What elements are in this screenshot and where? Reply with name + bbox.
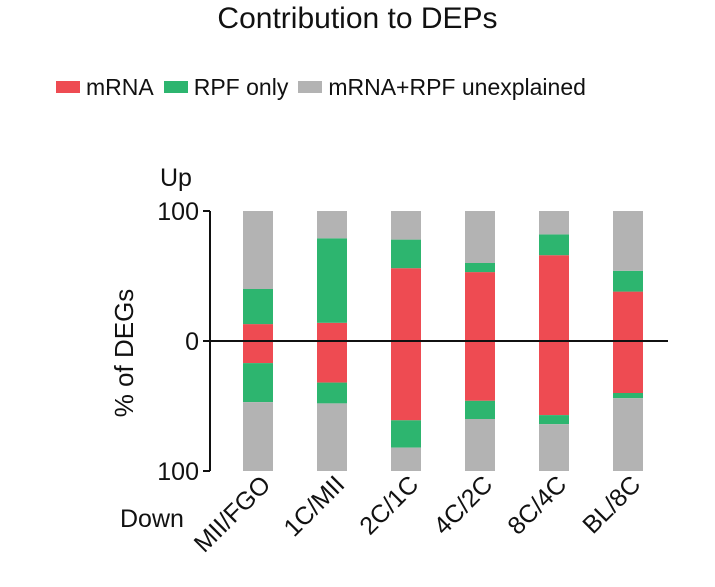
- bar-down-mrna-rpf-unexplained-8c-4c: [539, 424, 569, 471]
- bar-up-mrna-rpf-unexplained-2c-1c: [391, 211, 421, 240]
- legend-swatch-rpf-only: [163, 81, 188, 93]
- y-tick-label-0: 100: [157, 198, 199, 226]
- bar-up-mrna-mii-fgo: [243, 324, 273, 341]
- bar-down-mrna-8c-4c: [539, 341, 569, 416]
- legend-swatch-unexplained: [298, 81, 323, 93]
- bar-up-rpf-only-bl-8c: [613, 270, 643, 292]
- bar-up-mrna-rpf-unexplained-mii-fgo: [243, 211, 273, 289]
- y-ticks-group: 100 0 100: [157, 198, 210, 486]
- x-tick-label-mii-fgo: MII/FGO: [189, 470, 277, 558]
- bar-up-rpf-only-4c-2c: [465, 263, 495, 273]
- x-tick-label-1c-mii: 1C/MII: [278, 470, 350, 542]
- bar-up-mrna-8c-4c: [539, 255, 569, 341]
- bar-down-mrna-mii-fgo: [243, 341, 273, 364]
- bar-down-rpf-only-4c-2c: [465, 400, 495, 419]
- bar-down-mrna-4c-2c: [465, 341, 495, 401]
- bar-down-mrna-rpf-unexplained-mii-fgo: [243, 402, 273, 471]
- bar-up-mrna-rpf-unexplained-8c-4c: [539, 211, 569, 235]
- bar-down-rpf-only-2c-1c: [391, 420, 421, 448]
- x-tick-labels-group: MII/FGO 1C/MII 2C/1C 4C/2C 8C/4C BL/8C: [189, 470, 647, 558]
- bar-down-rpf-only-bl-8c: [613, 393, 643, 399]
- bar-down-rpf-only-mii-fgo: [243, 363, 273, 403]
- legend-swatch-mrna: [56, 81, 80, 93]
- bar-down-mrna-rpf-unexplained-1c-mii: [317, 403, 347, 471]
- x-tick-label-2c-1c: 2C/1C: [354, 470, 424, 540]
- bar-up-mrna-rpf-unexplained-bl-8c: [613, 211, 643, 271]
- bar-down-mrna-rpf-unexplained-bl-8c: [613, 398, 643, 471]
- legend-item-rpf-only: RPF only: [163, 73, 289, 101]
- y-axis-label: % of DEGs: [109, 289, 139, 418]
- legend-item-unexplained: mRNA+RPF unexplained: [298, 74, 586, 101]
- bars-group: [243, 211, 643, 471]
- bar-up-mrna-2c-1c: [391, 268, 421, 341]
- bar-up-rpf-only-mii-fgo: [243, 289, 273, 325]
- x-tick-label-8c-4c: 8C/4C: [502, 470, 572, 540]
- bar-up-mrna-bl-8c: [613, 291, 643, 341]
- bar-up-rpf-only-8c-4c: [539, 234, 569, 256]
- legend-item-mrna: mRNA: [56, 74, 154, 101]
- y-tick-label-1: 0: [185, 328, 199, 356]
- x-tick-label-bl-8c: BL/8C: [577, 470, 646, 539]
- legend-label-mrna: mRNA: [86, 73, 154, 100]
- bar-up-rpf-only-2c-1c: [391, 239, 421, 269]
- bar-up-mrna-1c-mii: [317, 322, 347, 341]
- bar-up-mrna-4c-2c: [465, 272, 495, 341]
- bar-down-rpf-only-8c-4c: [539, 415, 569, 425]
- bar-down-mrna-bl-8c: [613, 341, 643, 393]
- bar-up-mrna-rpf-unexplained-4c-2c: [465, 211, 495, 263]
- x-tick-label-4c-2c: 4C/2C: [428, 470, 498, 540]
- chart-title: Contribution to DEPs: [217, 2, 498, 35]
- bar-down-mrna-rpf-unexplained-4c-2c: [465, 419, 495, 471]
- legend-label-unexplained: mRNA+RPF unexplained: [328, 73, 586, 100]
- bar-down-mrna-1c-mii: [317, 341, 347, 383]
- legend: mRNA RPF only mRNA+RPF unexplained: [56, 72, 596, 102]
- bar-up-rpf-only-1c-mii: [317, 238, 347, 323]
- down-label: Down: [120, 505, 184, 533]
- legend-label-rpf-only: RPF only: [193, 73, 289, 100]
- bar-down-mrna-rpf-unexplained-2c-1c: [391, 447, 421, 471]
- bar-down-rpf-only-1c-mii: [317, 382, 347, 404]
- bar-up-mrna-rpf-unexplained-1c-mii: [317, 211, 347, 239]
- bar-down-mrna-2c-1c: [391, 341, 421, 421]
- up-label: Up: [160, 164, 192, 192]
- y-tick-label-2: 100: [157, 458, 199, 486]
